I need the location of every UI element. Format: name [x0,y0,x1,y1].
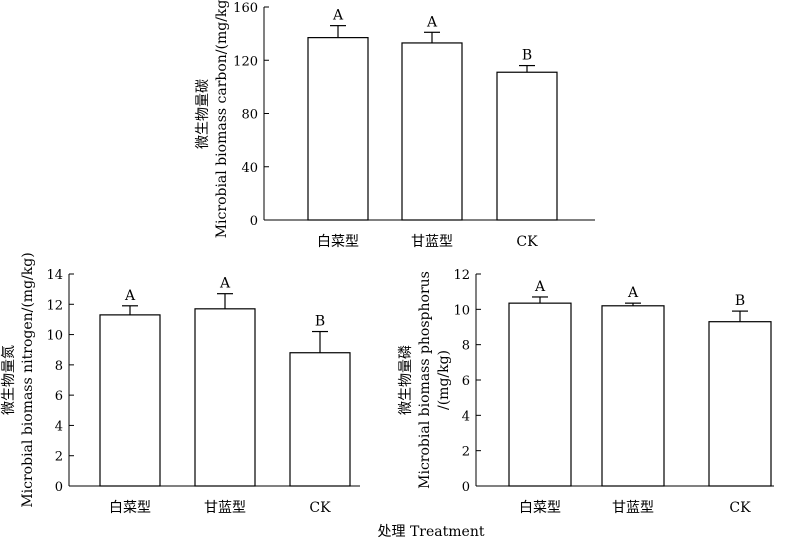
y-axis-label-en: Microbial biomass nitrogen/(mg/kg) [20,252,36,507]
significance-letter: A [219,276,231,292]
y-tick-label: 0 [250,214,258,229]
significance-letter: A [627,285,639,301]
y-tick-label: 120 [233,54,258,69]
y-tick-label: 2 [55,450,63,465]
y-tick-label: 6 [462,374,470,389]
y-tick-label: 14 [46,268,63,283]
y-axis-label-cn: 微生物量碳 [195,79,211,149]
panel-microbial-nitrogen: 0 2 4 6 8 10 12 14 A 白菜型 A 甘蓝型 B CK 微生物量氮 Microbial bio… [1,252,360,516]
significance-letter: B [735,293,745,309]
bar [601,305,665,487]
category-label: 甘蓝型 [411,234,453,250]
y-axis-label: 微生物量磷 Microbial biomass phosphorus/(mg/kg… [398,271,452,489]
bar [289,352,351,487]
bar [307,37,369,221]
y-tick-label: 10 [46,329,63,344]
bar [99,314,161,487]
category-label: CK [309,500,331,516]
y-axis-label: 微生物量氮 Microbial biomass nitrogen/(mg/kg) [1,252,36,507]
y-tick-label: 8 [55,359,63,374]
y-tick-label: 4 [55,419,63,434]
category-label: CK [516,234,538,250]
y-axis-label-cn: 微生物量磷 [398,345,414,415]
category-label: 白菜型 [109,500,151,516]
bar [194,308,256,487]
y-tick-label: 160 [233,1,258,16]
y-axis-label-en: Microbial biomass phosphorus [417,271,433,489]
significance-letter: A [426,14,438,30]
category-label: 白菜型 [317,234,359,250]
y-tick-label: 8 [462,339,470,354]
panel-microbial-carbon: 0 40 80 120 160 A 白菜型 A 甘蓝型 B CK 微生物量碳 Microbial bio… [195,0,595,250]
significance-letter: A [332,8,344,24]
significance-letter: B [315,314,325,330]
significance-letter: A [124,288,136,304]
y-tick-label: 4 [462,409,470,424]
significance-letter: A [534,279,546,295]
category-label: 白菜型 [519,500,561,516]
y-tick-label: 0 [55,480,63,495]
bar [496,71,558,221]
x-axis-title: 处理 Treatment [378,524,485,540]
significance-letter: B [522,48,532,64]
y-tick-label: 80 [241,108,258,123]
y-tick-label: 0 [462,480,470,495]
y-tick-label: 2 [462,445,470,460]
category-label: 甘蓝型 [204,500,246,516]
y-tick-label: 12 [453,268,470,283]
category-label: CK [729,500,751,516]
bar [508,302,572,487]
panel-microbial-phosphorus: 0 2 4 6 8 10 12 A 白菜型 A 甘蓝型 B CK 微生物量磷 Microbial bioma… [398,268,774,516]
y-tick-label: 12 [46,298,63,313]
bar [708,321,772,487]
bar [401,42,463,221]
y-tick-label: 40 [241,161,258,176]
y-tick-label: 6 [55,389,63,404]
y-axis-label-unit: /(mg/kg) [436,350,452,410]
y-axis-label-cn: 微生物量氮 [1,345,17,415]
y-tick-label: 10 [453,303,470,318]
category-label: 甘蓝型 [612,500,654,516]
y-axis-label-en: Microbial biomass carbon/(mg/kg ) [214,0,230,238]
y-axis-label: 微生物量碳 Microbial biomass carbon/(mg/kg ) [195,0,230,238]
